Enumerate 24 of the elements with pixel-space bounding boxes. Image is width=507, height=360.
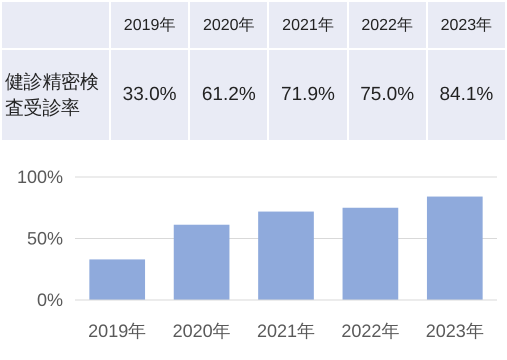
category-label: 2022年	[361, 16, 413, 34]
bar	[342, 208, 398, 300]
y-tick-label: 100%	[16, 167, 63, 187]
x-tick-label: 2021年	[256, 321, 316, 341]
bar	[426, 196, 483, 300]
data-label: 71.9%	[268, 49, 348, 141]
x-tick-label: 2023年	[426, 321, 484, 341]
category-label: 2023年	[440, 16, 492, 34]
data-label: 75.0%	[348, 49, 427, 141]
bar	[89, 259, 146, 300]
x-tick-label: 2022年	[341, 321, 400, 341]
data-label: 61.2%	[189, 49, 268, 141]
y-tick-label: 0%	[36, 290, 63, 310]
x-tick-label: 2019年	[88, 321, 146, 341]
data-label: 33.0%	[110, 49, 190, 141]
category-label: 2020年	[202, 16, 255, 34]
bar	[174, 224, 230, 300]
x-tick-label: 2020年	[172, 321, 231, 341]
bar	[258, 212, 314, 300]
category-label: 2019年	[124, 16, 176, 34]
category-label: 2021年	[282, 16, 334, 34]
data-label: 84.1%	[426, 49, 506, 141]
y-tick-label: 50%	[26, 228, 63, 248]
text: 健診精密検査受診率	[1, 49, 110, 141]
